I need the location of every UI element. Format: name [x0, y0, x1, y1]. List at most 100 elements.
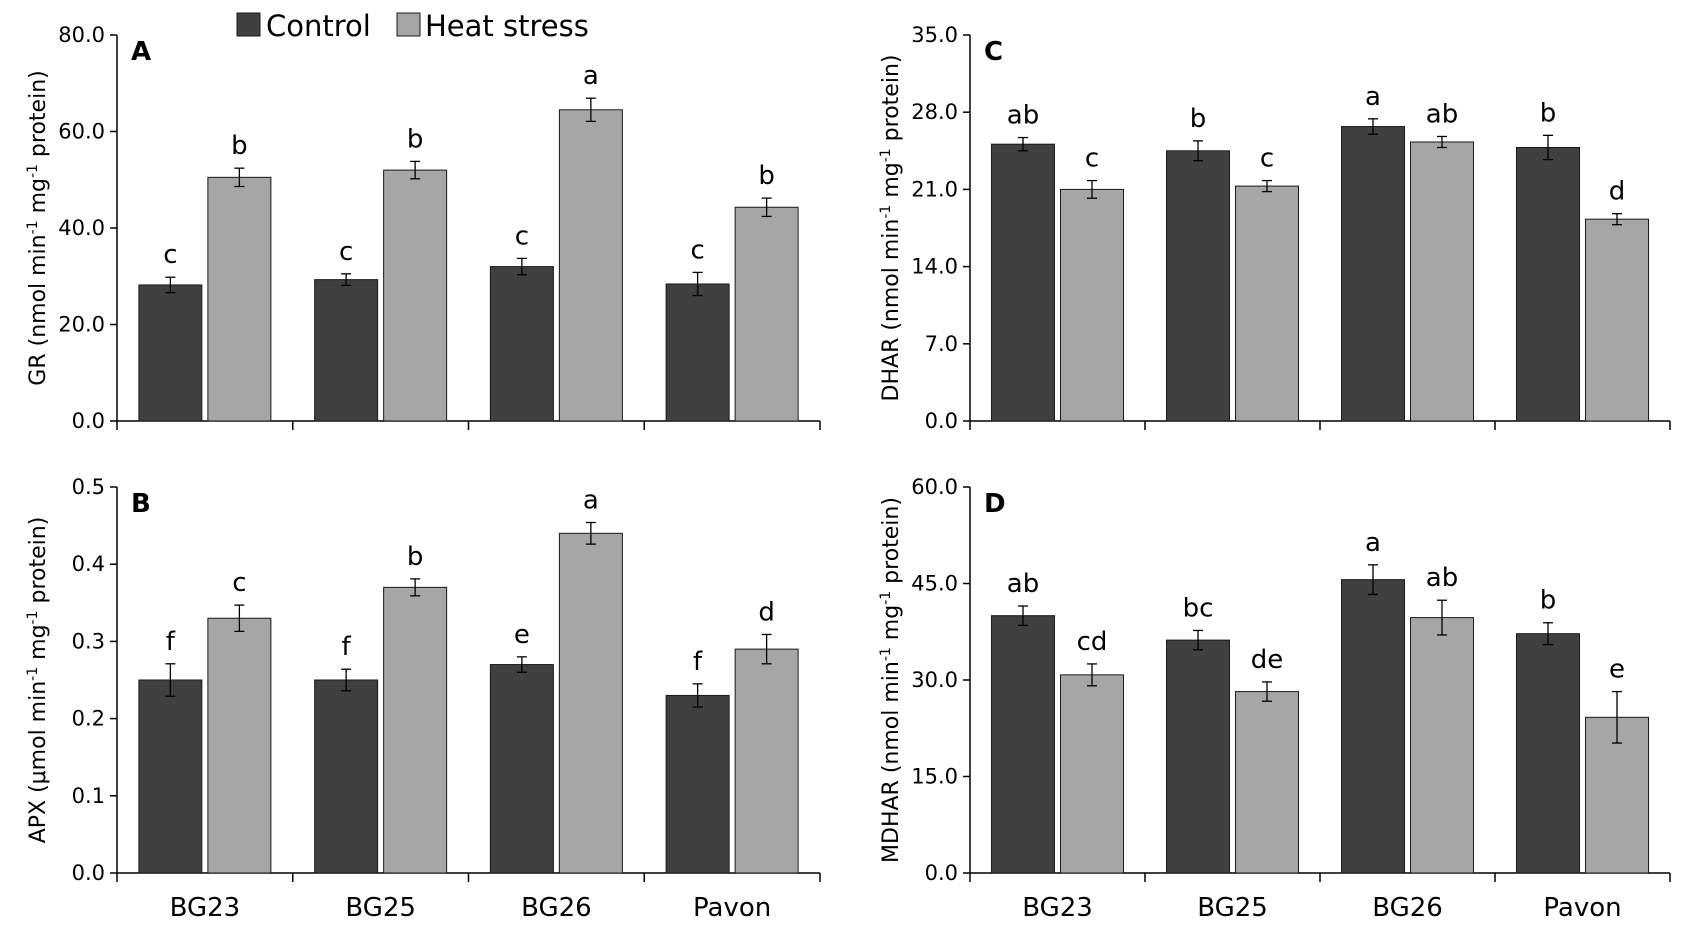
significance-letter: b — [1190, 104, 1207, 134]
bar-control-bg25 — [1166, 150, 1230, 422]
error-bar — [1087, 663, 1097, 687]
significance-letter: c — [232, 568, 246, 598]
error-bar — [585, 97, 596, 123]
panel-letter: B — [131, 489, 151, 519]
error-bar — [410, 578, 421, 597]
panel-a: 0.0 20.0 40.0 60.0 80.0 c b c b c a c b A GR (nmol min… — [25, 23, 821, 433]
bar-heat-stress-pavon — [1585, 218, 1649, 422]
legend-label: Control — [266, 9, 371, 43]
y-tick-label: 60.0 — [911, 475, 958, 499]
significance-letter: e — [1609, 655, 1625, 685]
error-bar — [341, 273, 352, 287]
error-bar — [1018, 136, 1028, 152]
bar-control-bg25 — [1166, 639, 1230, 874]
error-bar — [1087, 179, 1097, 199]
error-bar — [1262, 179, 1272, 193]
y-axis-label: MDHAR (nmol min-1 mg-1 protein) — [878, 497, 904, 863]
y-tick-label: 60.0 — [58, 120, 105, 144]
y-tick-label: 0.3 — [72, 629, 105, 653]
error-bar — [1612, 690, 1622, 744]
y-tick-label: 0.0 — [72, 861, 105, 885]
error-bar — [761, 197, 772, 218]
bar-control-bg26 — [489, 664, 554, 874]
bar-control-pavon — [665, 694, 730, 874]
bar-heat-stress-bg26 — [1410, 141, 1474, 422]
y-tick-label: 30.0 — [911, 668, 958, 692]
y-tick-label: 0.5 — [72, 475, 105, 499]
error-bar — [1437, 135, 1447, 149]
significance-letter: a — [583, 486, 599, 516]
bar-control-bg23 — [138, 679, 203, 874]
y-tick-label: 7.0 — [925, 332, 958, 356]
error-bar — [1612, 213, 1622, 226]
y-tick-label: 0.1 — [72, 784, 105, 808]
x-category-label: BG26 — [1372, 893, 1443, 923]
bar-control-bg25 — [314, 279, 379, 422]
y-tick-label: 45.0 — [911, 572, 958, 596]
legend-swatch-heat-stress — [396, 12, 421, 37]
y-tick-label: 28.0 — [911, 100, 958, 124]
significance-letter: f — [693, 647, 703, 677]
error-bar — [410, 160, 421, 180]
error-bar — [1193, 629, 1203, 651]
error-bar — [585, 521, 596, 545]
bar-heat-stress-bg26 — [1410, 617, 1474, 874]
significance-letter: c — [690, 235, 704, 265]
y-tick-label: 21.0 — [911, 177, 958, 201]
significance-letter: ab — [1007, 569, 1039, 599]
y-tick-label: 0.4 — [72, 552, 105, 576]
error-bar — [761, 633, 772, 665]
significance-letter: b — [407, 542, 424, 572]
error-bar — [1437, 599, 1447, 636]
error-bar — [516, 656, 527, 673]
bar-heat-stress-bg25 — [383, 169, 448, 422]
y-axis-label: GR (nmol min-1 mg-1 protein) — [25, 70, 51, 385]
bar-control-pavon — [665, 283, 730, 422]
y-tick-label: 0.0 — [72, 409, 105, 433]
error-bar — [234, 167, 245, 188]
bar-heat-stress-bg26 — [558, 532, 623, 874]
y-tick-label: 40.0 — [58, 216, 105, 240]
y-tick-label: 0.2 — [72, 707, 105, 731]
y-tick-label: 15.0 — [911, 765, 958, 789]
significance-letter: b — [1540, 586, 1557, 616]
significance-letter: b — [231, 131, 248, 161]
y-tick-label: 14.0 — [911, 255, 958, 279]
significance-letter: a — [583, 61, 599, 91]
x-category-label: BG23 — [1022, 893, 1093, 923]
significance-letter: cd — [1077, 627, 1108, 657]
significance-letter: d — [1609, 177, 1626, 207]
panel-d: 0.0 15.0 30.0 45.0 60.0 ab cd BG23 bc de BG25 a ab BG… — [878, 475, 1671, 923]
significance-letter: c — [339, 237, 353, 267]
significance-letter: b — [407, 124, 424, 154]
error-bar — [165, 276, 176, 294]
panel-letter: D — [984, 489, 1006, 519]
significance-letter: ab — [1426, 99, 1458, 129]
y-axis-label: DHAR (nmol min-1 mg-1 protein) — [878, 55, 904, 402]
significance-letter: f — [166, 627, 176, 657]
y-tick-label: 35.0 — [911, 23, 958, 47]
y-tick-label: 80.0 — [58, 23, 105, 47]
bar-heat-stress-bg23 — [1060, 188, 1124, 422]
significance-letter: f — [342, 632, 352, 662]
significance-letter: e — [514, 620, 530, 650]
bar-control-bg26 — [1341, 126, 1405, 422]
significance-letter: de — [1251, 645, 1284, 675]
error-bar — [1193, 140, 1203, 162]
error-bar — [1368, 118, 1378, 135]
x-category-label: BG26 — [521, 893, 592, 923]
y-tick-label: 0.0 — [925, 409, 958, 433]
bar-heat-stress-bg25 — [1235, 691, 1299, 874]
error-bar — [692, 683, 703, 708]
significance-letter: a — [1365, 528, 1381, 558]
significance-letter: b — [1540, 98, 1557, 128]
y-tick-label: 0.0 — [925, 861, 958, 885]
significance-letter: ab — [1426, 563, 1458, 593]
legend-label: Heat stress — [425, 9, 589, 43]
bar-control-bg25 — [314, 679, 379, 874]
bar-control-bg23 — [991, 615, 1055, 874]
bar-heat-stress-pavon — [734, 206, 799, 422]
error-bar — [1543, 134, 1553, 161]
legend-swatch-control — [236, 12, 261, 37]
